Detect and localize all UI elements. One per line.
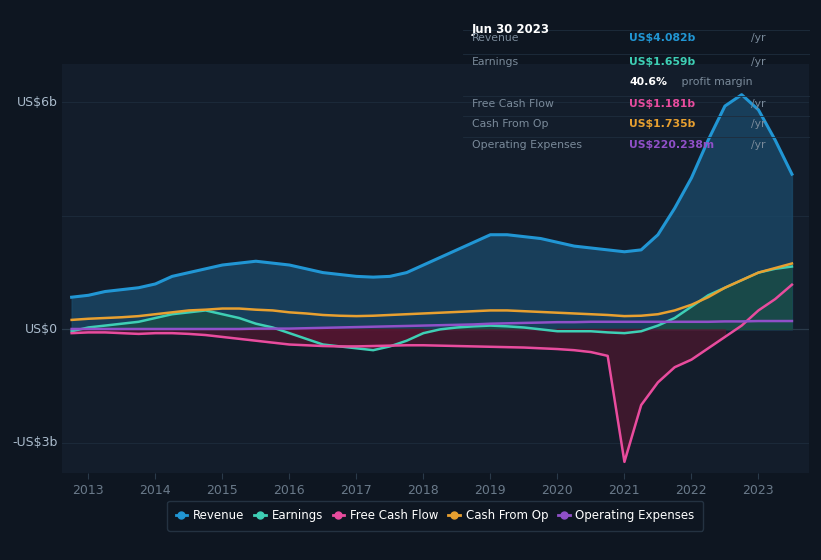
Text: Revenue: Revenue xyxy=(472,34,519,44)
Text: /yr: /yr xyxy=(750,119,765,128)
Text: US$220.238m: US$220.238m xyxy=(630,140,714,150)
Text: US$1.181b: US$1.181b xyxy=(630,99,695,109)
Text: 40.6%: 40.6% xyxy=(630,77,667,87)
Text: US$6b: US$6b xyxy=(17,96,57,109)
Text: Operating Expenses: Operating Expenses xyxy=(472,140,582,150)
Text: -US$3b: -US$3b xyxy=(12,436,57,450)
Text: Cash From Op: Cash From Op xyxy=(472,119,548,128)
Text: US$4.082b: US$4.082b xyxy=(630,34,695,44)
Text: Free Cash Flow: Free Cash Flow xyxy=(472,99,553,109)
Text: profit margin: profit margin xyxy=(678,77,752,87)
Text: /yr: /yr xyxy=(750,57,765,67)
Text: US$0: US$0 xyxy=(25,323,57,336)
Text: /yr: /yr xyxy=(750,34,765,44)
Legend: Revenue, Earnings, Free Cash Flow, Cash From Op, Operating Expenses: Revenue, Earnings, Free Cash Flow, Cash … xyxy=(167,501,703,531)
Text: US$1.735b: US$1.735b xyxy=(630,119,695,128)
Text: Jun 30 2023: Jun 30 2023 xyxy=(472,23,550,36)
Text: /yr: /yr xyxy=(750,99,765,109)
Text: Earnings: Earnings xyxy=(472,57,519,67)
Text: US$1.659b: US$1.659b xyxy=(630,57,695,67)
Text: /yr: /yr xyxy=(750,140,765,150)
